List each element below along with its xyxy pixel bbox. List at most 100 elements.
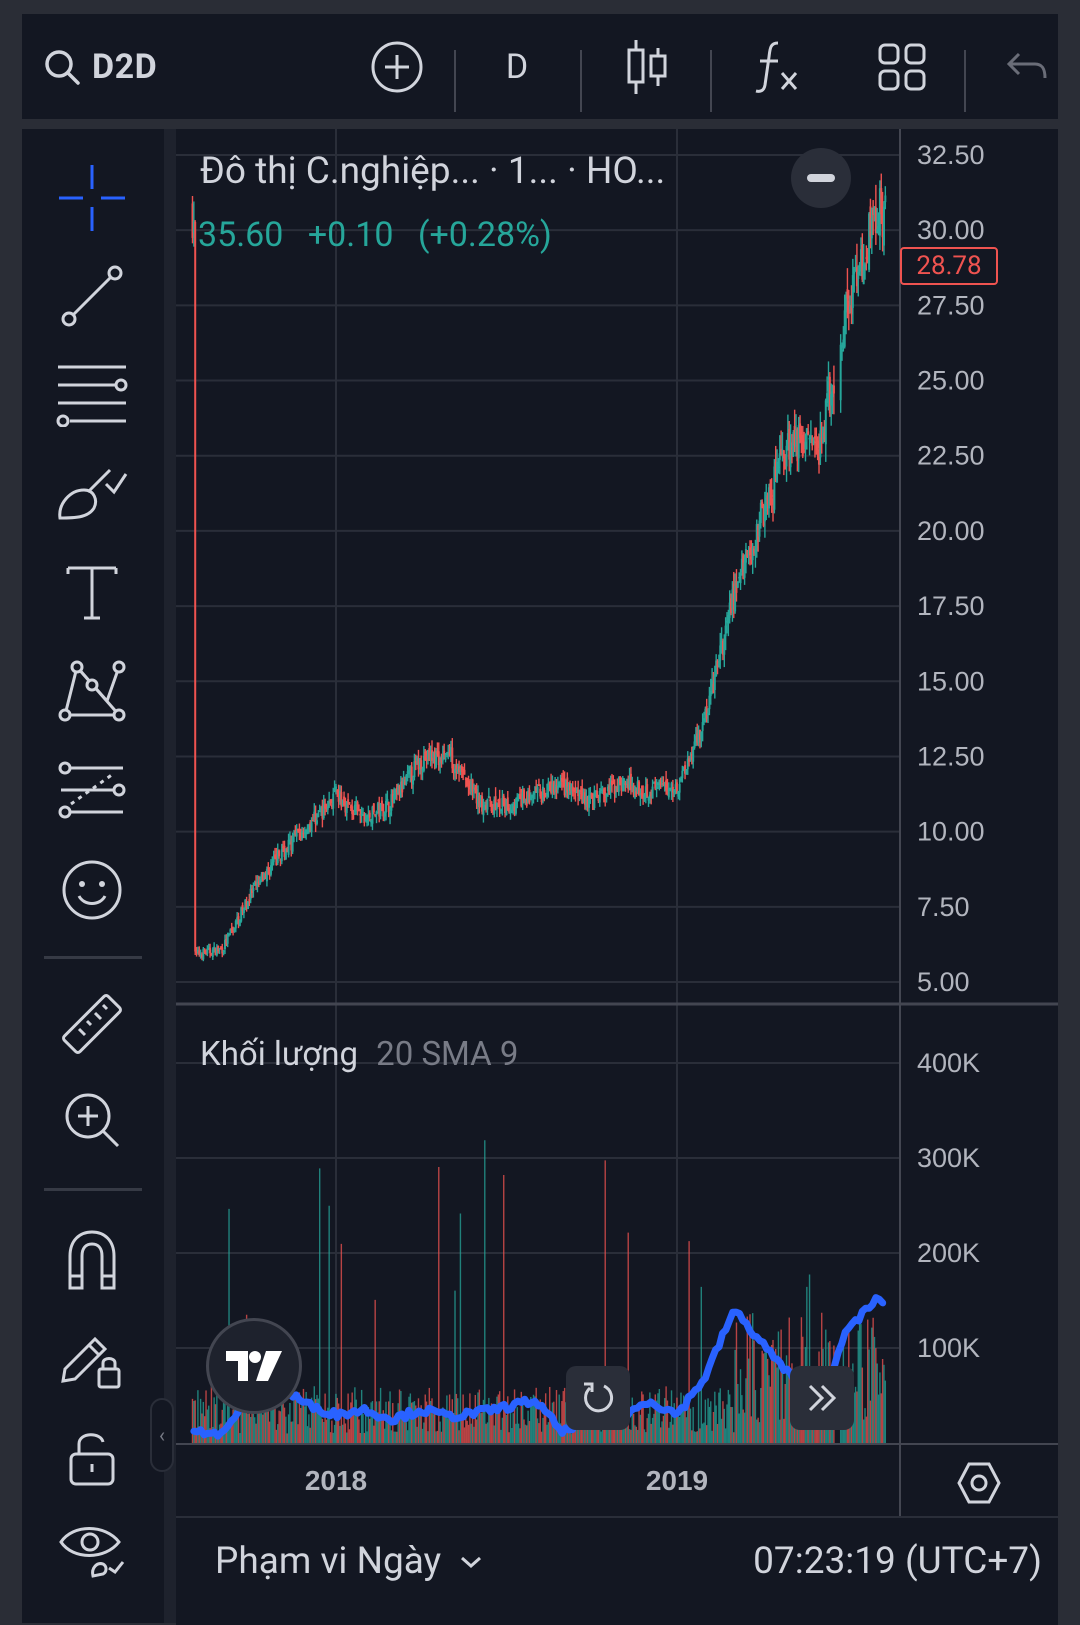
sidebar-collapse-button[interactable]: ‹ — [150, 1398, 174, 1472]
candle-body — [256, 881, 259, 887]
candle-body — [292, 833, 295, 836]
chart-type-button[interactable] — [597, 14, 697, 119]
chart-settings-button[interactable] — [956, 1460, 1002, 1510]
candle-body — [601, 789, 604, 792]
candle-body — [294, 830, 297, 835]
candle-body — [326, 806, 329, 810]
layout-button[interactable] — [852, 14, 952, 119]
candle-body — [544, 794, 547, 797]
indicators-button[interactable] — [727, 14, 827, 119]
candle-body — [818, 449, 821, 465]
scroll-to-realtime-button[interactable] — [790, 1366, 854, 1430]
candle-body — [222, 950, 225, 953]
candle-body — [632, 785, 635, 795]
candle-body — [624, 782, 627, 785]
candle-body — [604, 792, 607, 798]
candle-body — [223, 939, 226, 950]
candle-body — [757, 525, 760, 542]
measure-tool[interactable] — [42, 984, 142, 1064]
candle-body — [368, 812, 371, 818]
candle-body — [866, 256, 869, 262]
legend-collapse-button[interactable] — [791, 148, 851, 208]
candle-body — [389, 812, 392, 816]
candle-body — [334, 786, 337, 790]
candle-body — [490, 801, 493, 812]
legend-title[interactable]: Đô thị C.nghiệp... · 1... · HO... — [200, 150, 666, 193]
candle-body — [417, 758, 420, 770]
candle-body — [274, 854, 277, 858]
lock-drawing-tool[interactable] — [42, 1318, 142, 1398]
crosshair-tool[interactable] — [42, 158, 142, 238]
pattern-tool[interactable] — [42, 650, 142, 730]
projection-tool[interactable] — [42, 750, 142, 830]
trend-line-tool[interactable] — [42, 256, 142, 336]
candle-body — [478, 795, 481, 808]
sidebar-divider — [44, 956, 142, 959]
candle-body — [242, 908, 245, 914]
candle-body — [877, 226, 880, 234]
candle-body — [196, 949, 199, 952]
candle-body — [581, 787, 584, 804]
price-change-pct: (+0.28%) — [417, 215, 552, 255]
candle-body — [540, 796, 543, 803]
candle-body — [723, 640, 726, 655]
candle-body — [633, 786, 636, 798]
volume-axis-labels: 400K 300K 200K 100K — [917, 1048, 980, 1363]
timezone-clock[interactable]: 07:23:19 (UTC+7) — [753, 1540, 1042, 1583]
text-tool[interactable] — [42, 552, 142, 632]
hide-drawings-tool[interactable] — [42, 1510, 142, 1590]
emoji-tool[interactable] — [42, 850, 142, 930]
candle-body — [640, 792, 643, 796]
volume-sma-line — [190, 1294, 887, 1440]
reset-chart-button[interactable] — [566, 1366, 630, 1430]
candle-body — [406, 771, 409, 774]
symbol-search[interactable]: D2D — [42, 14, 192, 119]
candle-body — [830, 393, 833, 406]
interval-button[interactable]: D — [505, 46, 529, 87]
date-range-selector[interactable]: Phạm vi Ngày — [215, 1540, 483, 1583]
reset-icon — [584, 1382, 614, 1413]
lock-all-tool[interactable] — [42, 1418, 142, 1498]
candle-body — [743, 562, 746, 578]
compare-add-button[interactable] — [352, 14, 442, 119]
candle-body — [586, 797, 589, 808]
candle-body — [517, 796, 520, 799]
candle-body — [777, 466, 780, 469]
candle-body — [455, 765, 458, 770]
price-candles — [191, 173, 887, 962]
candle-body — [827, 381, 830, 391]
candle-body — [489, 799, 492, 802]
candle-body — [776, 461, 779, 483]
candle-body — [523, 789, 526, 801]
candle-body — [796, 429, 799, 462]
undo-button[interactable] — [982, 14, 1072, 119]
volume-legend[interactable]: Khối lượng 20 SMA 9 — [200, 1035, 518, 1074]
candle-body — [431, 750, 434, 761]
candle-body — [317, 812, 320, 818]
volume-tick-label: 300K — [917, 1143, 980, 1173]
candle-body — [797, 425, 800, 459]
candle-body — [463, 769, 466, 775]
price-axis-labels: 32.50 30.00 27.50 25.00 22.50 20.00 17.50 15.00… — [917, 140, 985, 997]
tradingview-logo[interactable] — [206, 1318, 302, 1414]
toolbar-divider — [580, 50, 582, 112]
candle-body — [613, 785, 616, 794]
candle-body — [380, 800, 383, 805]
candle-body — [264, 875, 267, 880]
candle-body — [479, 795, 482, 808]
zoom-tool[interactable] — [42, 1080, 142, 1160]
magnet-tool[interactable] — [42, 1220, 142, 1300]
candle-body — [432, 752, 435, 758]
candle-body — [376, 803, 379, 811]
candle-body — [732, 583, 735, 610]
candle-body — [268, 868, 271, 876]
candle-body — [823, 432, 826, 439]
sidebar-separator — [164, 129, 176, 1623]
candle-body — [286, 847, 289, 852]
candle-body — [437, 751, 440, 766]
brush-tool[interactable] — [42, 454, 142, 534]
candle-body — [314, 813, 317, 825]
candle-body — [665, 780, 668, 791]
fib-tool[interactable] — [42, 354, 142, 434]
